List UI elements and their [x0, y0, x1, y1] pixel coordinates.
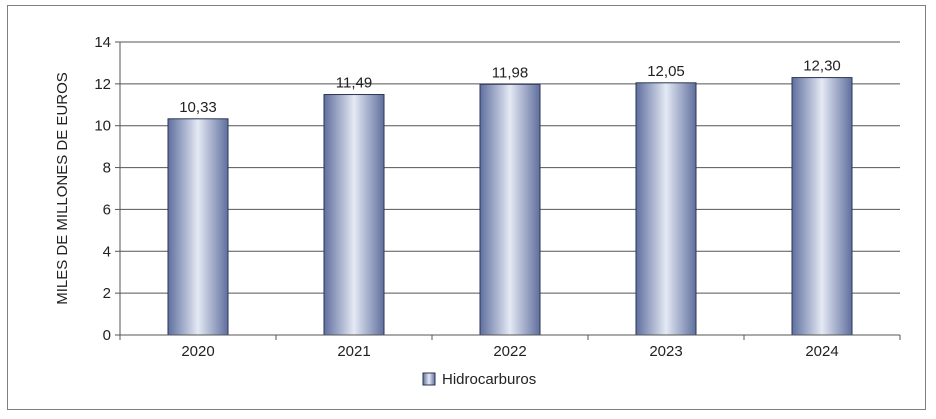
- legend-swatch: [422, 372, 436, 386]
- y-tick-label: 14: [94, 34, 111, 51]
- bar-2022: [479, 83, 541, 336]
- bar-2023: [635, 82, 697, 336]
- legend: Hidrocarburos: [422, 371, 536, 388]
- y-tick-label: 2: [103, 285, 111, 302]
- data-label-2021: 11,49: [336, 75, 372, 92]
- legend-label: Hidrocarburos: [442, 371, 536, 388]
- bar-2021: [323, 94, 385, 336]
- y-tick-label: 10: [94, 118, 111, 135]
- x-tick-label: 2024: [805, 343, 838, 360]
- y-tick-label: 6: [103, 201, 111, 218]
- x-tick-label: 2023: [649, 343, 682, 360]
- y-axis-label: MILES DE MILLONES DE EUROS: [54, 72, 71, 305]
- y-tick-label: 12: [94, 76, 111, 93]
- x-tick-label: 2022: [493, 343, 526, 360]
- x-axis-ticks: 2020 2021 2022 2023 2024: [119, 335, 901, 360]
- data-label-2022: 11,98: [492, 64, 528, 81]
- y-axis-ticks: 0 2 4 6 8 10 12 14: [94, 34, 120, 344]
- chart-frame: [7, 5, 926, 410]
- y-tick-label: 4: [103, 243, 111, 260]
- y-tick-label: 0: [103, 327, 111, 344]
- bar-2024: [791, 77, 853, 336]
- y-tick-label: 8: [103, 160, 111, 177]
- data-labels: 10,33 11,49 11,98 12,05 12,30: [179, 58, 841, 116]
- bars: [167, 77, 853, 336]
- data-label-2023: 12,05: [647, 63, 685, 80]
- x-tick-label: 2021: [337, 343, 370, 360]
- bar-2020: [167, 118, 229, 336]
- x-tick-label: 2020: [181, 343, 214, 360]
- data-label-2024: 12,30: [803, 58, 841, 75]
- data-label-2020: 10,33: [179, 99, 217, 116]
